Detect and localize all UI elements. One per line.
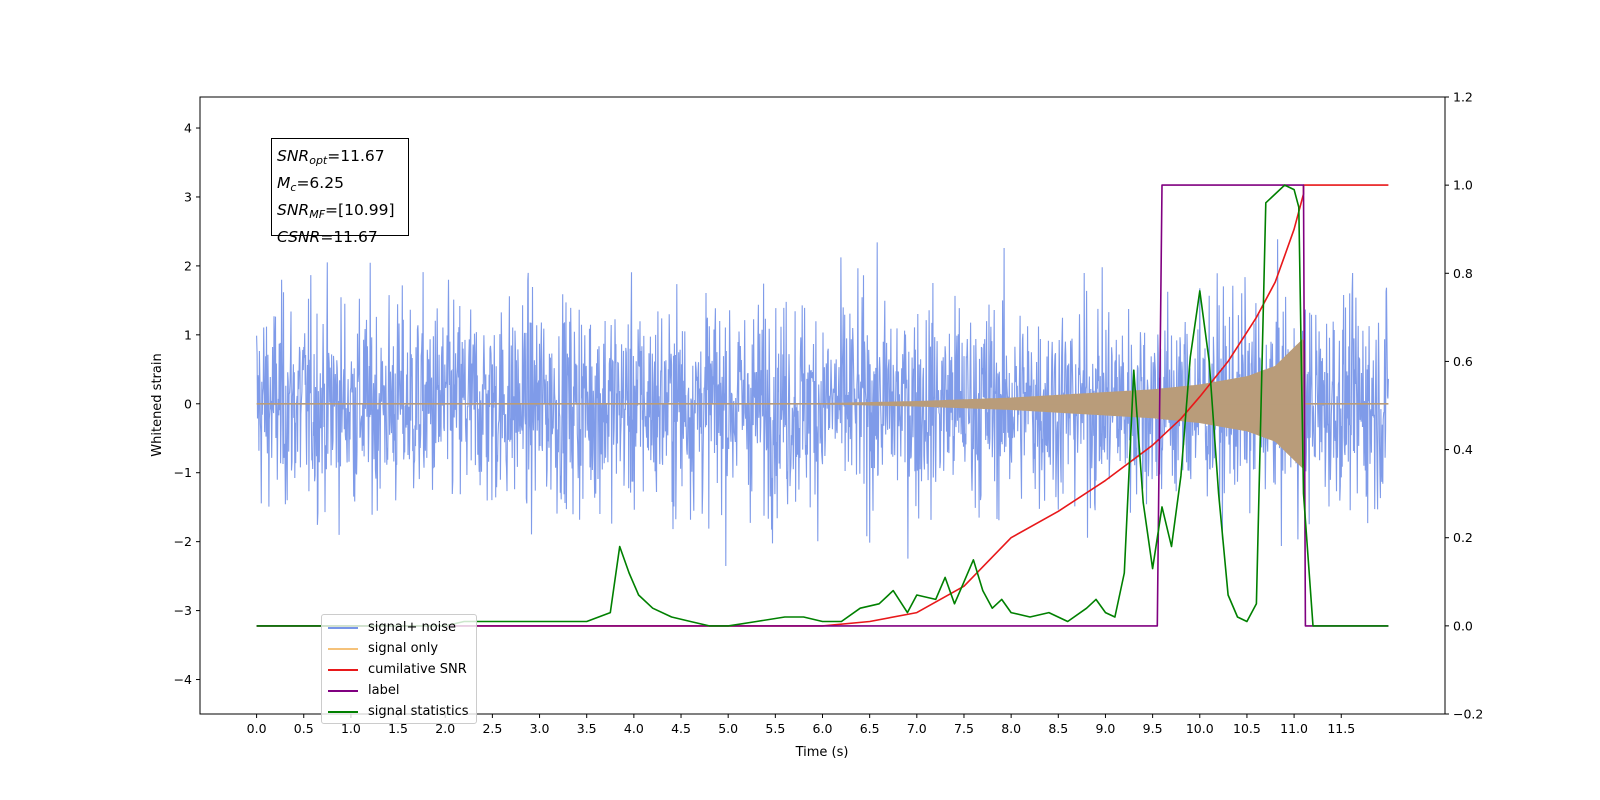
y-tick-label: 2 xyxy=(184,258,192,273)
y2-tick-label: 0.4 xyxy=(1453,442,1473,457)
x-tick-label: 1.5 xyxy=(388,721,408,736)
x-tick-label: 4.5 xyxy=(671,721,691,736)
x-tick-label: 6.0 xyxy=(813,721,833,736)
legend-swatch-signal-only xyxy=(328,647,358,650)
legend-item-signal-statistics: signal statistics xyxy=(328,701,476,722)
x-tick-label: 7.0 xyxy=(907,721,927,736)
snr-opt-line: SNRopt=11.67 xyxy=(277,145,408,172)
x-tick-label: 3.5 xyxy=(577,721,597,736)
legend-swatch-signal-noise xyxy=(328,626,358,629)
x-tick-label: 10.0 xyxy=(1186,721,1214,736)
x-tick-label: 11.0 xyxy=(1280,721,1308,736)
y2-tick-label: −0.2 xyxy=(1453,707,1483,722)
legend-label-label: label xyxy=(368,683,400,698)
x-tick-label: 8.5 xyxy=(1048,721,1068,736)
legend-label-signal-noise: signal+ noise xyxy=(368,620,457,635)
x-axis-label: Time (s) xyxy=(795,745,849,760)
snr-mf-value: =[10.99] xyxy=(325,201,395,219)
x-tick-label: 2.0 xyxy=(435,721,455,736)
snr-annotation-box: SNRopt=11.67 Mc=6.25 SNRMF=[10.99] CSNR=… xyxy=(271,138,409,246)
x-tick-label: 10.5 xyxy=(1233,721,1261,736)
mc-value: =6.25 xyxy=(296,174,344,192)
x-tick-label: 3.0 xyxy=(530,721,550,736)
x-tick-label: 2.5 xyxy=(482,721,502,736)
x-tick-label: 5.0 xyxy=(718,721,738,736)
y-axis-label: Whitened strain xyxy=(150,353,165,456)
legend-label-signal-statistics: signal statistics xyxy=(368,704,469,719)
x-tick-label: 5.5 xyxy=(765,721,785,736)
x-tick-label: 11.5 xyxy=(1327,721,1355,736)
snr-mf-symbol: SNR xyxy=(277,201,310,219)
y-tick-label: −4 xyxy=(174,672,192,687)
x-axis-ticks: 0.0 0.5 1.0 1.5 2.0 2.5 3.0 3.5 4.0 4.5 5.0 5.5 6.0 6… xyxy=(247,714,1355,736)
y-tick-label: 1 xyxy=(184,327,192,342)
csnr-value: =11.67 xyxy=(320,228,378,246)
legend-item-label: label xyxy=(328,680,476,701)
csnr-symbol: CSNR xyxy=(277,228,321,246)
x-tick-label: 7.5 xyxy=(954,721,974,736)
snr-mf-sub: MF xyxy=(309,208,326,221)
mc-symbol: M xyxy=(277,174,291,192)
right-axis-series xyxy=(256,184,1389,627)
legend-item-signal-only: signal only xyxy=(328,638,476,659)
y2-tick-label: 1.0 xyxy=(1453,178,1473,193)
x-tick-label: 0.5 xyxy=(294,721,314,736)
x-tick-label: 9.0 xyxy=(1096,721,1116,736)
y2-tick-label: 0.6 xyxy=(1453,354,1473,369)
legend-item-signal-noise: signal+ noise xyxy=(328,617,476,638)
legend-label-cumulative-snr: cumilative SNR xyxy=(368,662,467,677)
x-tick-label: 8.0 xyxy=(1001,721,1021,736)
y-tick-label: 4 xyxy=(184,121,192,136)
y2-tick-label: 1.2 xyxy=(1453,90,1473,105)
legend-swatch-cumulative-snr xyxy=(328,668,358,671)
x-tick-label: 1.0 xyxy=(341,721,361,736)
mc-line: Mc=6.25 xyxy=(277,172,408,199)
snr-opt-value: =11.67 xyxy=(327,147,385,165)
snr-opt-sub: opt xyxy=(309,154,328,167)
snr-opt-symbol: SNR xyxy=(277,147,310,165)
legend-swatch-label xyxy=(328,689,358,692)
x-tick-label: 9.5 xyxy=(1143,721,1163,736)
y-tick-label: −3 xyxy=(174,603,192,618)
legend-item-cumulative-snr: cumilative SNR xyxy=(328,659,476,680)
legend: signal+ noise signal only cumilative SNR… xyxy=(321,614,477,724)
x-tick-label: 6.5 xyxy=(860,721,880,736)
y2-tick-label: 0.8 xyxy=(1453,266,1473,281)
signal-noise-series xyxy=(256,239,1389,567)
x-tick-label: 0.0 xyxy=(247,721,267,736)
y2-tick-label: 0.0 xyxy=(1453,618,1473,633)
signal-only-series xyxy=(256,339,1389,469)
y2-tick-label: 0.2 xyxy=(1453,530,1473,545)
y-tick-label: −2 xyxy=(174,534,192,549)
cumulative-snr-line xyxy=(256,184,1389,627)
y-tick-label: −1 xyxy=(174,465,192,480)
legend-swatch-signal-statistics xyxy=(328,710,358,713)
y-tick-label: 0 xyxy=(184,396,192,411)
signal-statistics-line xyxy=(256,184,1389,627)
snr-mf-line: SNRMF=[10.99] xyxy=(277,199,408,226)
x-tick-label: 4.0 xyxy=(624,721,644,736)
y-axis-ticks: −4 −3 −2 −1 0 1 2 3 4 xyxy=(174,121,200,687)
y-tick-label: 3 xyxy=(184,189,192,204)
signal-noise-line xyxy=(256,239,1389,567)
y2-axis-ticks: −0.2 0.0 0.2 0.4 0.6 0.8 1.0 1.2 xyxy=(1445,90,1483,722)
csnr-line: CSNR=11.67 xyxy=(277,226,408,248)
mc-sub: c xyxy=(290,181,297,194)
legend-label-signal-only: signal only xyxy=(368,641,439,656)
